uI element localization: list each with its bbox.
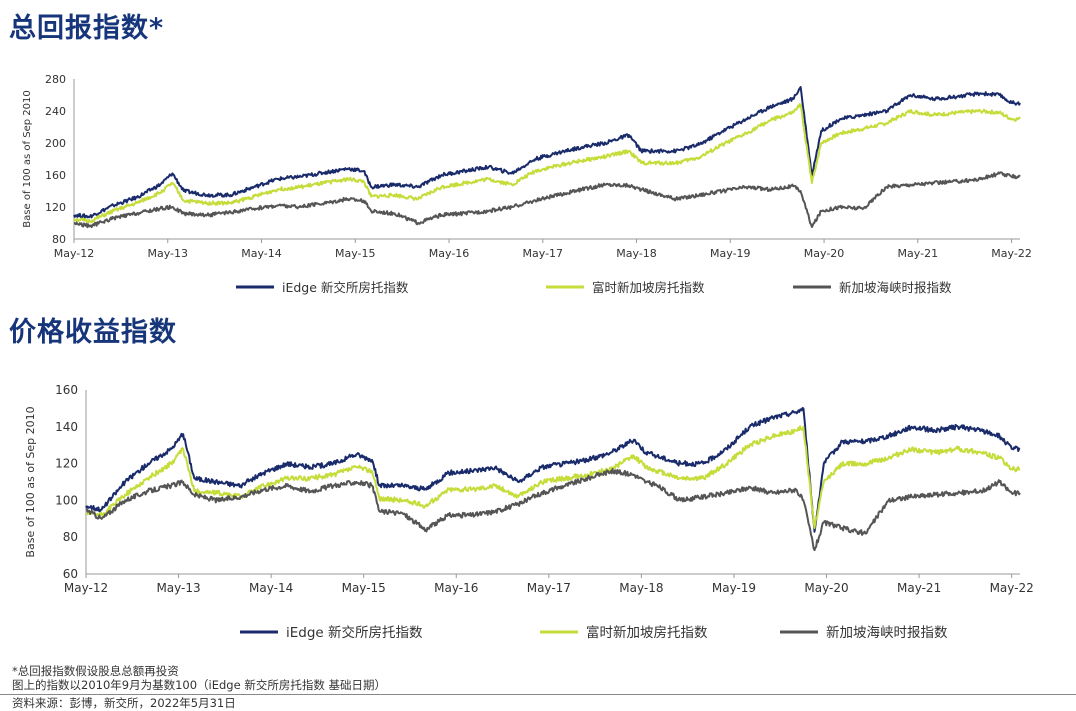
- y-tick-label: 160: [45, 169, 66, 182]
- x-tick-label: May-13: [147, 247, 188, 260]
- series-line-0: [85, 407, 1021, 533]
- y-axis-label: Base of 100 as of Sep 2010: [24, 406, 37, 557]
- y-tick-label: 160: [55, 383, 78, 397]
- series-line-2: [85, 468, 1021, 552]
- x-tick-label: May-16: [429, 247, 470, 260]
- x-tick-label: May-12: [54, 247, 95, 260]
- x-tick-label: May-19: [712, 581, 756, 595]
- x-tick-label: May-20: [804, 581, 848, 595]
- legend-label-2: 新加坡海峡时报指数: [826, 625, 948, 641]
- chart1-title: 总回报指数*: [9, 13, 165, 44]
- x-tick-label: May-14: [249, 581, 293, 595]
- y-axis-label: Base of 100 as of Sep 2010: [22, 90, 33, 227]
- y-tick-label: 280: [45, 73, 66, 86]
- legend-label-1: 富时新加坡房托指数: [586, 624, 708, 641]
- x-tick-label: May-18: [619, 581, 663, 595]
- x-tick-label: May-19: [710, 247, 751, 260]
- legend-label-1: 富时新加坡房托指数: [592, 280, 705, 295]
- y-tick-label: 80: [63, 530, 78, 544]
- y-tick-label: 140: [55, 420, 78, 434]
- x-tick-label: May-15: [342, 581, 386, 595]
- y-tick-label: 200: [45, 137, 66, 150]
- x-tick-label: May-14: [241, 247, 282, 260]
- footer-divider: [0, 694, 1076, 695]
- x-tick-label: May-22: [991, 247, 1032, 260]
- chart2-title: 价格收益指数: [9, 317, 177, 348]
- x-tick-label: May-12: [64, 581, 108, 595]
- x-tick-label: May-15: [335, 247, 376, 260]
- x-tick-label: May-20: [804, 247, 845, 260]
- series-line-1: [85, 425, 1021, 529]
- series-line-0: [73, 86, 1021, 219]
- x-tick-label: May-16: [434, 581, 478, 595]
- y-tick-label: 80: [52, 233, 66, 246]
- legend-label-0: iEdge 新交所房托指数: [282, 280, 409, 295]
- x-tick-label: May-17: [527, 581, 571, 595]
- x-tick-label: May-18: [616, 247, 657, 260]
- x-tick-label: May-13: [156, 581, 200, 595]
- legend-label-2: 新加坡海峡时报指数: [839, 280, 952, 295]
- y-tick-label: 120: [55, 457, 78, 471]
- y-tick-label: 60: [63, 567, 78, 581]
- x-tick-label: May-21: [897, 581, 941, 595]
- x-tick-label: May-21: [898, 247, 939, 260]
- series-line-2: [73, 171, 1021, 229]
- legend-label-0: iEdge 新交所房托指数: [286, 624, 423, 641]
- x-tick-label: May-17: [523, 247, 564, 260]
- y-tick-label: 120: [45, 201, 66, 214]
- y-tick-label: 240: [45, 105, 66, 118]
- x-tick-label: May-22: [990, 581, 1034, 595]
- footnote-base: 图上的指数以2010年9月为基数100（iEdge 新交所房托指数 基础日期）: [12, 678, 386, 692]
- series-line-1: [73, 103, 1021, 224]
- footnote-dividend: *总回报指数假设股息总额再投资: [12, 664, 179, 678]
- source-note: 资料来源：彭博，新交所，2022年5月31日: [12, 696, 236, 710]
- footnotes: *总回报指数假设股息总额再投资 图上的指数以2010年9月为基数100（iEdg…: [12, 664, 386, 692]
- price-return-chart: 60 80 100 120 140 160 May-12 May-13 May-14 May-15…: [24, 383, 1034, 641]
- total-return-chart: 80 120 160 200 240 280 May-12 May-13 May-14 May-1…: [22, 73, 1032, 295]
- y-tick-label: 100: [55, 493, 78, 507]
